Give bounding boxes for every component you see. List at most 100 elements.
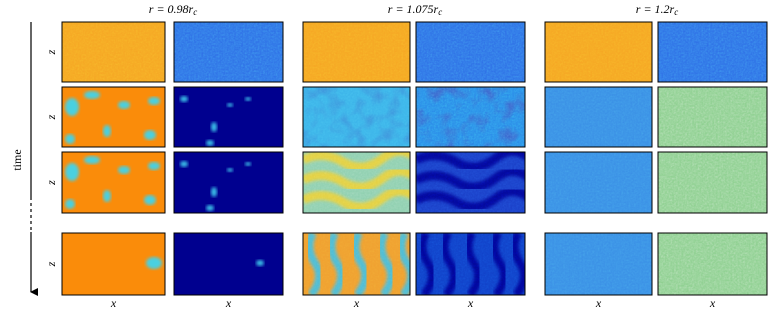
column-title: r = 1.075rc: [388, 2, 442, 17]
time-label: time: [10, 149, 24, 170]
blob: [118, 166, 130, 174]
column-title: r = 1.2rc: [636, 2, 678, 17]
panel-frame: [173, 86, 284, 148]
spot: [227, 168, 233, 172]
panel-noise: [545, 22, 652, 82]
blob: [148, 97, 160, 105]
panel: [415, 232, 526, 296]
panel: [173, 86, 284, 148]
panel: [61, 86, 166, 148]
blob: [84, 91, 100, 99]
panel-noise: [416, 233, 525, 295]
spot: [206, 205, 214, 211]
panel-image: [545, 87, 652, 147]
panel-noise: [658, 233, 767, 295]
panel-frame: [61, 86, 166, 148]
spot: [180, 161, 188, 167]
panel-image: [658, 152, 767, 213]
title-sub: c: [674, 7, 678, 17]
panel-image: [416, 87, 525, 147]
panel-frame: [544, 232, 653, 296]
blob: [144, 130, 156, 140]
blob: [65, 98, 79, 116]
panel-frame: [61, 232, 166, 296]
panel-image: [174, 152, 283, 213]
panel-image: [658, 87, 767, 147]
panel-noise: [416, 152, 525, 213]
blob: [118, 101, 130, 109]
panel: [415, 86, 526, 148]
panel-frame: [544, 151, 653, 214]
x-label: x: [110, 296, 117, 310]
panel: [657, 21, 768, 83]
panel: [302, 151, 411, 214]
spot: [211, 187, 217, 197]
panel-image: [545, 152, 652, 213]
panel-image: [303, 233, 410, 295]
panel-base: [174, 87, 283, 147]
blob: [144, 195, 156, 205]
panel-frame: [173, 232, 284, 296]
panel: [61, 232, 166, 296]
spot: [256, 260, 264, 266]
panel: [302, 232, 411, 296]
panel-frame: [302, 232, 411, 296]
panel-image: [303, 22, 410, 82]
panel-noise: [62, 22, 165, 82]
panel: [302, 21, 411, 83]
panel-image: [62, 233, 165, 295]
z-label: z: [44, 180, 58, 186]
x-label: x: [467, 296, 474, 310]
panel-frame: [173, 21, 284, 83]
panel-frame: [302, 21, 411, 83]
panel: [544, 232, 653, 296]
panel: [544, 21, 653, 83]
panel-frame: [61, 151, 166, 214]
panel: [173, 232, 284, 296]
blob: [148, 162, 160, 170]
panel-image: [303, 152, 410, 213]
panel-noise: [658, 152, 767, 213]
panel-image: [174, 22, 283, 82]
panel-noise: [303, 152, 410, 213]
blob: [103, 190, 111, 202]
panel-noise: [303, 22, 410, 82]
panel-image: [416, 233, 525, 295]
panel: [61, 21, 166, 83]
panel: [415, 151, 526, 214]
spot: [180, 96, 188, 102]
panel-noise: [416, 87, 525, 147]
blob: [103, 125, 111, 137]
panel: [173, 151, 284, 214]
spot: [245, 162, 251, 166]
panel-image: [416, 22, 525, 82]
z-label: z: [44, 114, 58, 120]
panel-image: [416, 152, 525, 213]
blob: [84, 156, 100, 164]
z-label: z: [44, 49, 58, 55]
spot: [211, 122, 217, 132]
panel: [544, 151, 653, 214]
panel-image: [174, 87, 283, 147]
spot: [227, 103, 233, 107]
spot: [245, 97, 251, 101]
panel-base: [174, 152, 283, 213]
panels: [61, 21, 768, 296]
title-sub: c: [193, 7, 197, 17]
panel-noise: [303, 87, 410, 147]
panel-noise: [545, 152, 652, 213]
blob: [65, 163, 79, 181]
panel-image: [658, 22, 767, 82]
panel: [173, 21, 284, 83]
x-label: x: [709, 296, 716, 310]
panel-base: [174, 233, 283, 295]
panel-image: [658, 233, 767, 295]
panel-frame: [61, 21, 166, 83]
column-title: r = 0.98rc: [149, 2, 197, 17]
x-label: x: [225, 296, 232, 310]
blob: [65, 199, 75, 209]
spot: [206, 140, 214, 146]
x-label: x: [595, 296, 602, 310]
title-main: r = 1.075r: [388, 2, 439, 16]
